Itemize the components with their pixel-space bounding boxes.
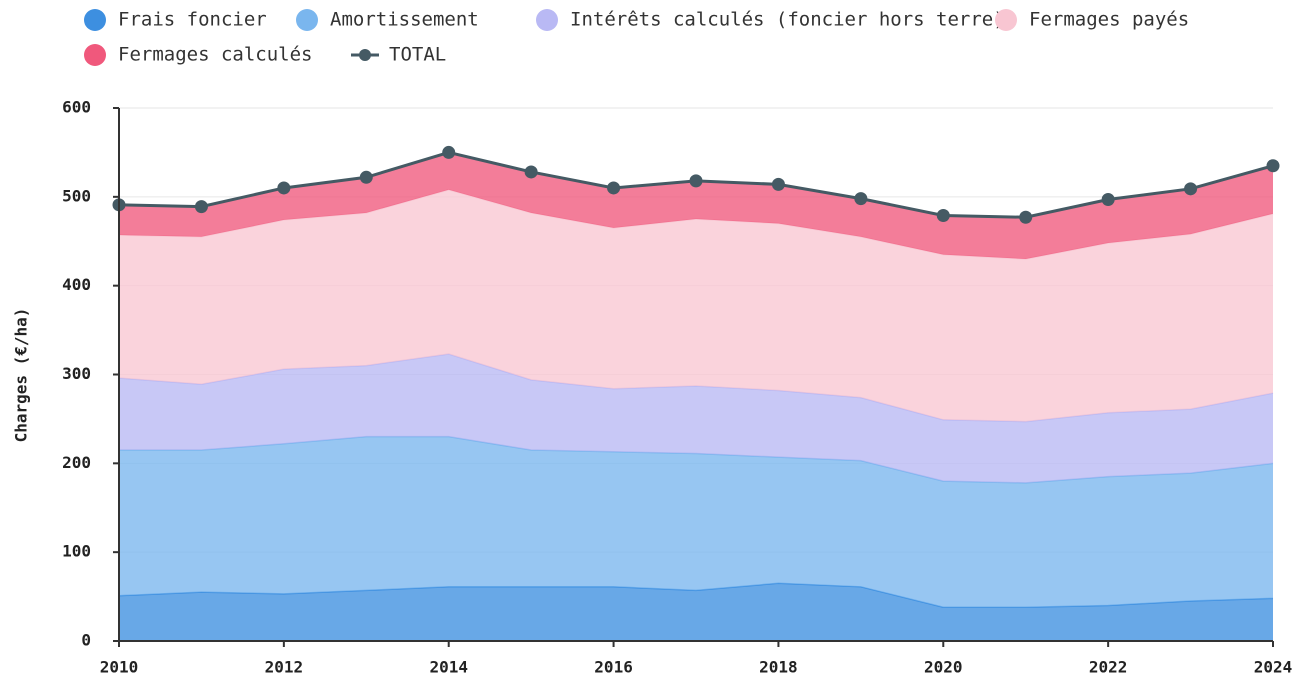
total-point (936, 208, 950, 222)
legend-label: TOTAL (389, 44, 446, 66)
legend-marker (995, 9, 1017, 31)
legend-label: Amortissement (330, 9, 479, 31)
legend-marker (84, 9, 106, 31)
legend-label: Intérêts calculés (foncier hors terre) (570, 9, 1005, 31)
x-tick-label: 2016 (594, 658, 633, 677)
x-tick-label: 2012 (265, 658, 304, 677)
x-tick-label: 2010 (100, 658, 139, 677)
total-point (442, 145, 456, 159)
total-point (194, 200, 208, 214)
y-tick-label: 500 (62, 186, 91, 205)
x-tick-label: 2020 (924, 658, 963, 677)
y-tick-label: 100 (62, 542, 91, 561)
x-tick-label: 2018 (759, 658, 798, 677)
legend-marker (536, 9, 558, 31)
total-point (1019, 210, 1033, 224)
area (119, 354, 1273, 483)
x-tick-label: 2014 (429, 658, 468, 677)
total-point (524, 165, 538, 179)
y-axis-label: Charges (€/ha) (12, 308, 31, 443)
total-point (277, 181, 291, 195)
y-tick-label: 300 (62, 364, 91, 383)
legend-marker (296, 9, 318, 31)
area (119, 189, 1273, 422)
total-point (689, 174, 703, 188)
total-point (1266, 159, 1280, 173)
y-tick-label: 0 (81, 631, 91, 650)
legend-marker (84, 44, 106, 66)
y-tick-label: 600 (62, 98, 91, 117)
total-point (1184, 182, 1198, 196)
area (119, 152, 1273, 260)
total-point (1101, 192, 1115, 206)
x-tick-label: 2024 (1254, 658, 1293, 677)
legend-label: Frais foncier (118, 9, 267, 31)
legend-marker (359, 49, 371, 61)
legend-label: Fermages calculés (118, 44, 312, 66)
area (119, 583, 1273, 641)
y-tick-label: 400 (62, 275, 91, 294)
total-point (359, 170, 373, 184)
total-point (854, 192, 868, 206)
total-point (771, 177, 785, 191)
y-tick-label: 200 (62, 453, 91, 472)
legend-label: Fermages payés (1029, 9, 1189, 31)
area (119, 436, 1273, 608)
x-tick-label: 2022 (1089, 658, 1128, 677)
total-point (607, 181, 621, 195)
